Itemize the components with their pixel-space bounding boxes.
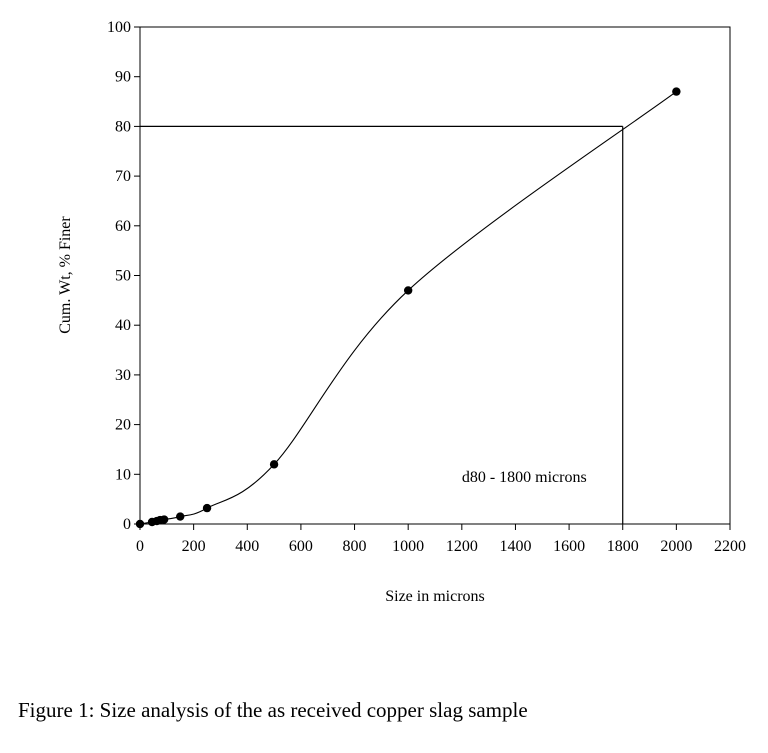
y-tick-label-4: 40 bbox=[115, 317, 131, 334]
x-tick-label-11: 2200 bbox=[714, 538, 746, 555]
x-tick-label-4: 800 bbox=[343, 538, 367, 555]
data-points bbox=[135, 87, 681, 529]
data-point-5 bbox=[176, 512, 185, 521]
data-point-6 bbox=[202, 503, 212, 513]
x-tick-label-1: 200 bbox=[182, 538, 206, 555]
x-axis-ticks: 0 200 400 600 800 1000 1200 1400 1600 1800 2000 220… bbox=[136, 524, 746, 555]
y-tick-label-8: 80 bbox=[115, 118, 131, 135]
y-axis-ticks: 0 10 20 30 40 50 60 70 80 90 100 bbox=[107, 19, 140, 533]
y-tick-label-5: 50 bbox=[115, 268, 131, 285]
x-tick-label-8: 1600 bbox=[553, 538, 585, 555]
annotations: d80 - 1800 microns bbox=[462, 469, 587, 486]
plot-area bbox=[139, 26, 731, 525]
y-tick-label-6: 60 bbox=[115, 218, 131, 235]
series-line bbox=[139, 91, 677, 525]
data-point-8 bbox=[403, 286, 413, 295]
data-point-4 bbox=[159, 515, 169, 524]
figure-caption: Figure 1: Size analysis of the as receiv… bbox=[18, 698, 528, 722]
y-tick-label-2: 20 bbox=[115, 417, 131, 434]
x-axis-title: Size in microns bbox=[385, 588, 485, 605]
y-tick-label-9: 90 bbox=[115, 69, 131, 86]
x-tick-label-9: 1800 bbox=[607, 538, 639, 555]
chart: 0 200 400 600 800 1000 1200 1400 1600 1800 2000 220… bbox=[57, 19, 746, 605]
y-tick-label-1: 10 bbox=[115, 466, 131, 483]
x-tick-label-7: 1400 bbox=[499, 538, 531, 555]
x-tick-label-6: 1200 bbox=[446, 538, 478, 555]
x-tick-label-10: 2000 bbox=[660, 538, 692, 555]
annotation-0: d80 - 1800 microns bbox=[462, 469, 587, 486]
y-axis-title: Cum. Wt, % Finer bbox=[57, 216, 74, 334]
data-point-7 bbox=[269, 460, 279, 469]
y-tick-label-7: 70 bbox=[115, 168, 131, 185]
series-curve bbox=[139, 91, 677, 525]
x-tick-label-0: 0 bbox=[136, 538, 144, 555]
reference-lines bbox=[140, 125, 624, 524]
x-tick-label-5: 1000 bbox=[392, 538, 424, 555]
y-tick-label-0: 0 bbox=[123, 516, 131, 533]
x-tick-label-3: 600 bbox=[289, 538, 313, 555]
x-tick-label-2: 400 bbox=[235, 538, 259, 555]
data-point-9 bbox=[672, 87, 681, 96]
y-tick-label-10: 100 bbox=[107, 19, 131, 36]
y-tick-label-3: 30 bbox=[115, 367, 131, 384]
